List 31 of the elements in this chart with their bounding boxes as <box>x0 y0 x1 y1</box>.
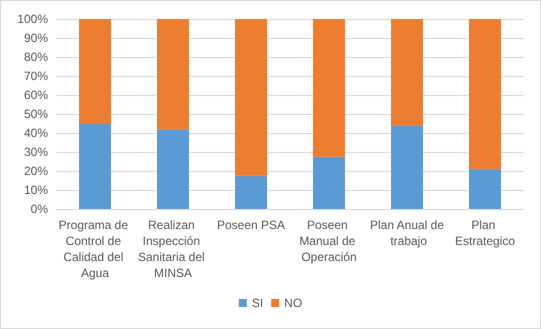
bar <box>79 124 111 209</box>
bar <box>235 176 267 209</box>
y-tick-label: 10% <box>24 183 48 197</box>
x-tick-label: Poseen PSA <box>216 218 286 232</box>
bar <box>235 19 267 176</box>
y-tick-label: 70% <box>24 69 48 83</box>
legend-label: NO <box>284 296 302 310</box>
y-tick-label: 0% <box>30 202 48 216</box>
y-tick-label: 80% <box>24 50 48 64</box>
legend-label: SI <box>252 296 264 310</box>
x-tick-label: Poseen Manual de Operación <box>299 218 359 264</box>
bar <box>469 19 501 170</box>
bar <box>157 129 189 209</box>
y-tick-label: 100% <box>17 12 48 26</box>
x-tick-label: Programa de Control de Calidad del Agua <box>58 218 132 280</box>
y-tick-label: 60% <box>24 88 48 102</box>
bar <box>391 19 423 126</box>
y-tick-label: 30% <box>24 145 48 159</box>
y-tick-label: 90% <box>24 31 48 45</box>
bar <box>313 156 345 209</box>
x-tick-label: Realizan Inspección Sanitaria del MINSA <box>138 218 208 280</box>
bar <box>157 19 189 130</box>
bar <box>79 19 111 124</box>
y-tick-label: 20% <box>24 164 48 178</box>
bar <box>313 19 345 157</box>
x-tick-label: Plan Estrategico <box>454 218 516 248</box>
bar <box>469 169 501 209</box>
bar <box>391 125 423 209</box>
y-tick-label: 40% <box>24 126 48 140</box>
x-tick-label: Plan Anual de trabajo <box>370 218 444 248</box>
y-tick-label: 50% <box>24 107 48 121</box>
